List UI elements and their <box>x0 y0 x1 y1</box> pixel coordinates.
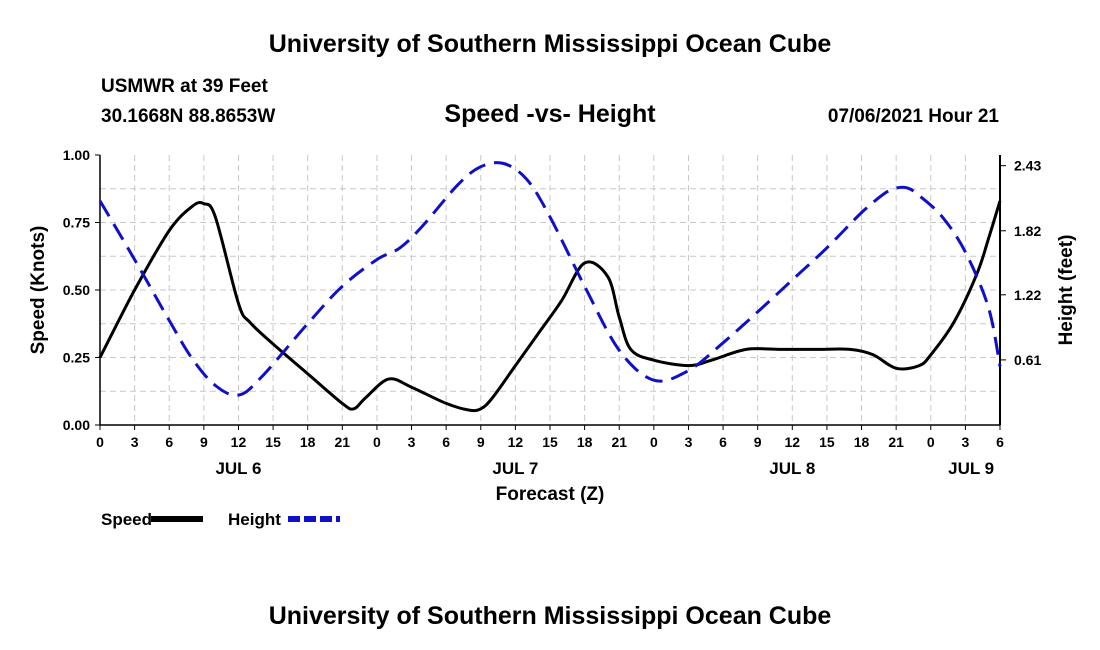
x-tick-label: 9 <box>477 434 485 450</box>
x-tick-label: 12 <box>508 434 524 450</box>
coordinates-label: 30.1668N 88.8653W <box>101 106 276 127</box>
x-tick-label: 6 <box>719 434 727 450</box>
legend-label-height: Height <box>228 510 281 529</box>
x-tick-label: 6 <box>165 434 173 450</box>
x-date-label: JUL 7 <box>492 459 538 478</box>
y2-tick-label: 2.43 <box>1014 158 1041 174</box>
y-tick-label: 0.25 <box>63 350 90 366</box>
x-axis-title: Forecast (Z) <box>496 484 605 505</box>
page-title: University of Southern Mississippi Ocean… <box>268 30 832 58</box>
x-tick-label: 3 <box>408 434 416 450</box>
x-tick-label: 21 <box>888 434 904 450</box>
x-tick-label: 18 <box>300 434 316 450</box>
x-tick-label: 3 <box>131 434 139 450</box>
x-tick-label: 3 <box>685 434 693 450</box>
x-tick-label: 0 <box>96 434 104 450</box>
x-tick-label: 15 <box>542 434 558 450</box>
x-tick-label: 6 <box>442 434 450 450</box>
x-tick-label: 18 <box>577 434 593 450</box>
y2-tick-label: 1.82 <box>1014 223 1041 239</box>
x-tick-label: 9 <box>200 434 208 450</box>
x-date-label: JUL 8 <box>769 459 815 478</box>
x-date-label: JUL 6 <box>215 459 261 478</box>
series-line-height <box>98 161 1002 397</box>
x-tick-label: 0 <box>373 434 381 450</box>
x-tick-label: 12 <box>785 434 801 450</box>
x-tick-label: 6 <box>996 434 1004 450</box>
x-date-label: JUL 9 <box>948 459 994 478</box>
x-tick-label: 0 <box>927 434 935 450</box>
x-tick-label: 21 <box>335 434 351 450</box>
y-tick-label: 0.50 <box>63 282 90 298</box>
x-tick-label: 12 <box>231 434 247 450</box>
forecast-date-label: 07/06/2021 Hour 21 <box>827 106 999 127</box>
x-tick-label: 18 <box>854 434 870 450</box>
y-tick-label: 0.00 <box>63 417 90 433</box>
x-tick-label: 3 <box>961 434 969 450</box>
y-tick-label: 0.75 <box>63 215 90 231</box>
series-line-speed <box>98 200 1002 413</box>
x-tick-label: 15 <box>265 434 281 450</box>
x-tick-label: 0 <box>650 434 658 450</box>
y-axis-title: Speed (Knots) <box>28 226 49 355</box>
y2-tick-label: 1.22 <box>1014 287 1041 303</box>
y2-tick-label: 0.61 <box>1014 352 1041 368</box>
x-tick-label: 9 <box>754 434 762 450</box>
station-label: USMWR at 39 Feet <box>101 76 268 97</box>
legend-label-speed: Speed <box>101 510 152 529</box>
chart-title: Speed -vs- Height <box>444 100 656 128</box>
x-tick-label: 15 <box>819 434 835 450</box>
y2-axis-title: Height (feet) <box>1056 235 1077 346</box>
x-tick-label: 21 <box>611 434 627 450</box>
footer-title: University of Southern Mississippi Ocean… <box>268 602 832 630</box>
y-tick-label: 1.00 <box>63 147 90 163</box>
